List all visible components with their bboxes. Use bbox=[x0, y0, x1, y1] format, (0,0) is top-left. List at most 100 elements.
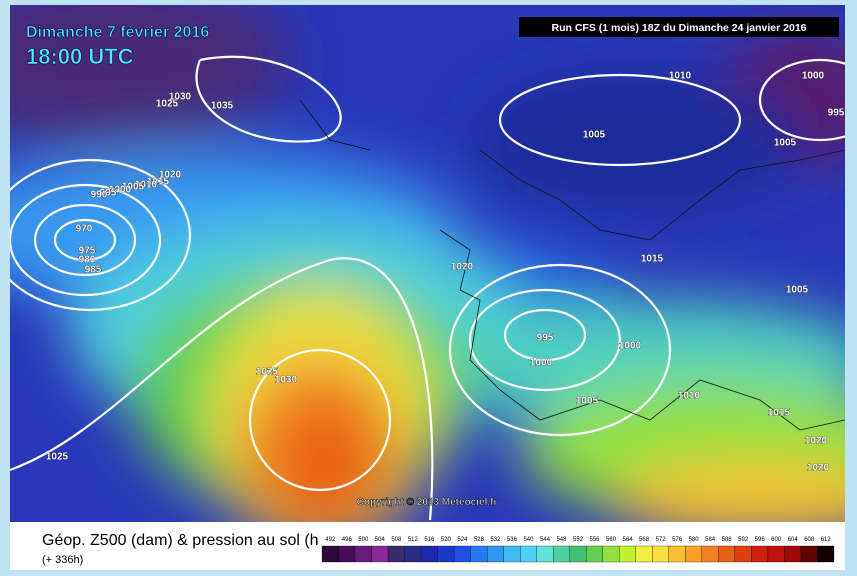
legend-label: 540 bbox=[523, 537, 534, 543]
isobar-label: 1000 bbox=[619, 341, 642, 352]
isobar-label: 970 bbox=[76, 224, 93, 235]
legend-label: 520 bbox=[441, 537, 452, 543]
legend-swatch bbox=[354, 545, 372, 563]
isobar-label: 1010 bbox=[678, 391, 701, 402]
map-time: 18:00 UTC bbox=[26, 44, 134, 69]
legend-swatch bbox=[701, 545, 719, 563]
isobar-label: 1005 bbox=[122, 182, 145, 193]
isobar-label: 1000 bbox=[802, 71, 825, 82]
legend-label: 592 bbox=[738, 537, 749, 543]
legend-swatch bbox=[784, 545, 802, 563]
isobar-label: 1010 bbox=[135, 180, 158, 191]
legend-swatch bbox=[800, 545, 818, 563]
coastlines bbox=[299, 99, 845, 431]
legend-swatch bbox=[734, 545, 752, 563]
isobar-label: 1000 bbox=[109, 185, 132, 196]
legend: 492 496 500 504 508 512 516 520 524 528 532 536 540 5… bbox=[321, 537, 835, 563]
isobar-label: 1030 bbox=[275, 375, 298, 386]
isobars bbox=[10, 55, 845, 521]
legend-label: 492 bbox=[325, 537, 336, 543]
legend-label: 600 bbox=[771, 537, 782, 543]
legend-swatch bbox=[503, 545, 521, 563]
isobar-label: 995 bbox=[828, 108, 845, 119]
legend-swatch bbox=[371, 545, 389, 563]
legend-label: 572 bbox=[656, 537, 667, 543]
legend-label: 500 bbox=[358, 537, 369, 543]
legend-swatch bbox=[569, 545, 587, 563]
legend-swatch bbox=[404, 545, 422, 563]
legend-label: 532 bbox=[490, 537, 501, 543]
legend-swatch bbox=[767, 545, 785, 563]
isobar-label: 985 bbox=[85, 265, 102, 276]
legend-swatch bbox=[420, 545, 438, 563]
isobar-label: 1020 bbox=[159, 170, 182, 181]
footer-lead: (+ 336h) bbox=[42, 554, 83, 566]
legend-label: 516 bbox=[424, 537, 435, 543]
run-info: Run CFS (1 mois) 18Z du Dimanche 24 janv… bbox=[552, 22, 807, 34]
isobar-label: 1005 bbox=[786, 285, 809, 296]
isobar-label: 1000 bbox=[530, 358, 553, 369]
legend-swatch bbox=[553, 545, 570, 563]
legend-swatch bbox=[685, 545, 703, 563]
isobar-label: 1020 bbox=[805, 436, 828, 447]
legend-label: 568 bbox=[639, 537, 650, 543]
legend-label: 552 bbox=[573, 537, 584, 543]
legend-label: 612 bbox=[821, 537, 832, 543]
isobar-label: 995 bbox=[100, 188, 117, 199]
legend-swatch bbox=[470, 545, 488, 563]
isobar-label: 1025 bbox=[256, 367, 279, 378]
legend-label: 496 bbox=[342, 537, 353, 543]
legend-label: 548 bbox=[556, 537, 567, 543]
legend-label: 596 bbox=[755, 537, 766, 543]
legend-label: 536 bbox=[507, 537, 518, 543]
legend-swatch bbox=[321, 545, 339, 563]
legend-swatch bbox=[536, 545, 554, 563]
isobar-label: 1015 bbox=[768, 408, 791, 419]
isobar-label: 1010 bbox=[669, 71, 692, 82]
legend-label: 504 bbox=[375, 537, 386, 543]
isobar-label: 1035 bbox=[211, 101, 234, 112]
isobar-label: 1015 bbox=[641, 254, 664, 265]
legend-label: 564 bbox=[623, 537, 634, 543]
isobar-label: 1020 bbox=[807, 463, 830, 474]
footer-caption: Géop. Z500 (dam) & pression au sol (hPa) bbox=[42, 532, 343, 549]
legend-swatch bbox=[668, 545, 686, 563]
isobar-label: 995 bbox=[537, 333, 554, 344]
legend-label: 604 bbox=[788, 537, 799, 543]
isobar-label: 1005 bbox=[774, 138, 797, 149]
legend-swatch bbox=[718, 545, 736, 563]
legend-label: 524 bbox=[457, 537, 468, 543]
run-box bbox=[519, 17, 839, 37]
isobar-label: 975 bbox=[79, 246, 96, 257]
isobar-label: 1025 bbox=[46, 452, 69, 463]
legend-label: 608 bbox=[804, 537, 815, 543]
legend-swatch bbox=[487, 545, 504, 563]
map bbox=[10, 5, 845, 522]
copyright: Copyright © 2013 Meteociel.fr bbox=[357, 497, 498, 508]
legend-swatch bbox=[453, 545, 471, 563]
legend-swatch bbox=[387, 545, 405, 563]
legend-swatch bbox=[619, 545, 636, 563]
legend-swatch bbox=[602, 545, 620, 563]
legend-swatch bbox=[817, 545, 835, 563]
legend-swatch bbox=[652, 545, 669, 563]
legend-label: 508 bbox=[391, 537, 402, 543]
isobar-label: 1005 bbox=[576, 396, 599, 407]
legend-label: 576 bbox=[672, 537, 683, 543]
map-date: Dimanche 7 février 2016 bbox=[26, 24, 209, 41]
isobar-label: 1005 bbox=[583, 130, 606, 141]
isobar-label: 1025 bbox=[156, 99, 179, 110]
legend-label: 556 bbox=[590, 537, 601, 543]
legend-label: 580 bbox=[689, 537, 700, 543]
legend-label: 588 bbox=[722, 537, 733, 543]
isobar-label: 990 bbox=[91, 190, 108, 201]
isobar-label: 1020 bbox=[451, 262, 474, 273]
legend-swatch bbox=[437, 545, 455, 563]
legend-label: 528 bbox=[474, 537, 485, 543]
legend-swatch bbox=[751, 545, 769, 563]
legend-label: 560 bbox=[606, 537, 617, 543]
isobar-label: 980 bbox=[79, 255, 96, 266]
legend-swatch bbox=[635, 545, 653, 563]
